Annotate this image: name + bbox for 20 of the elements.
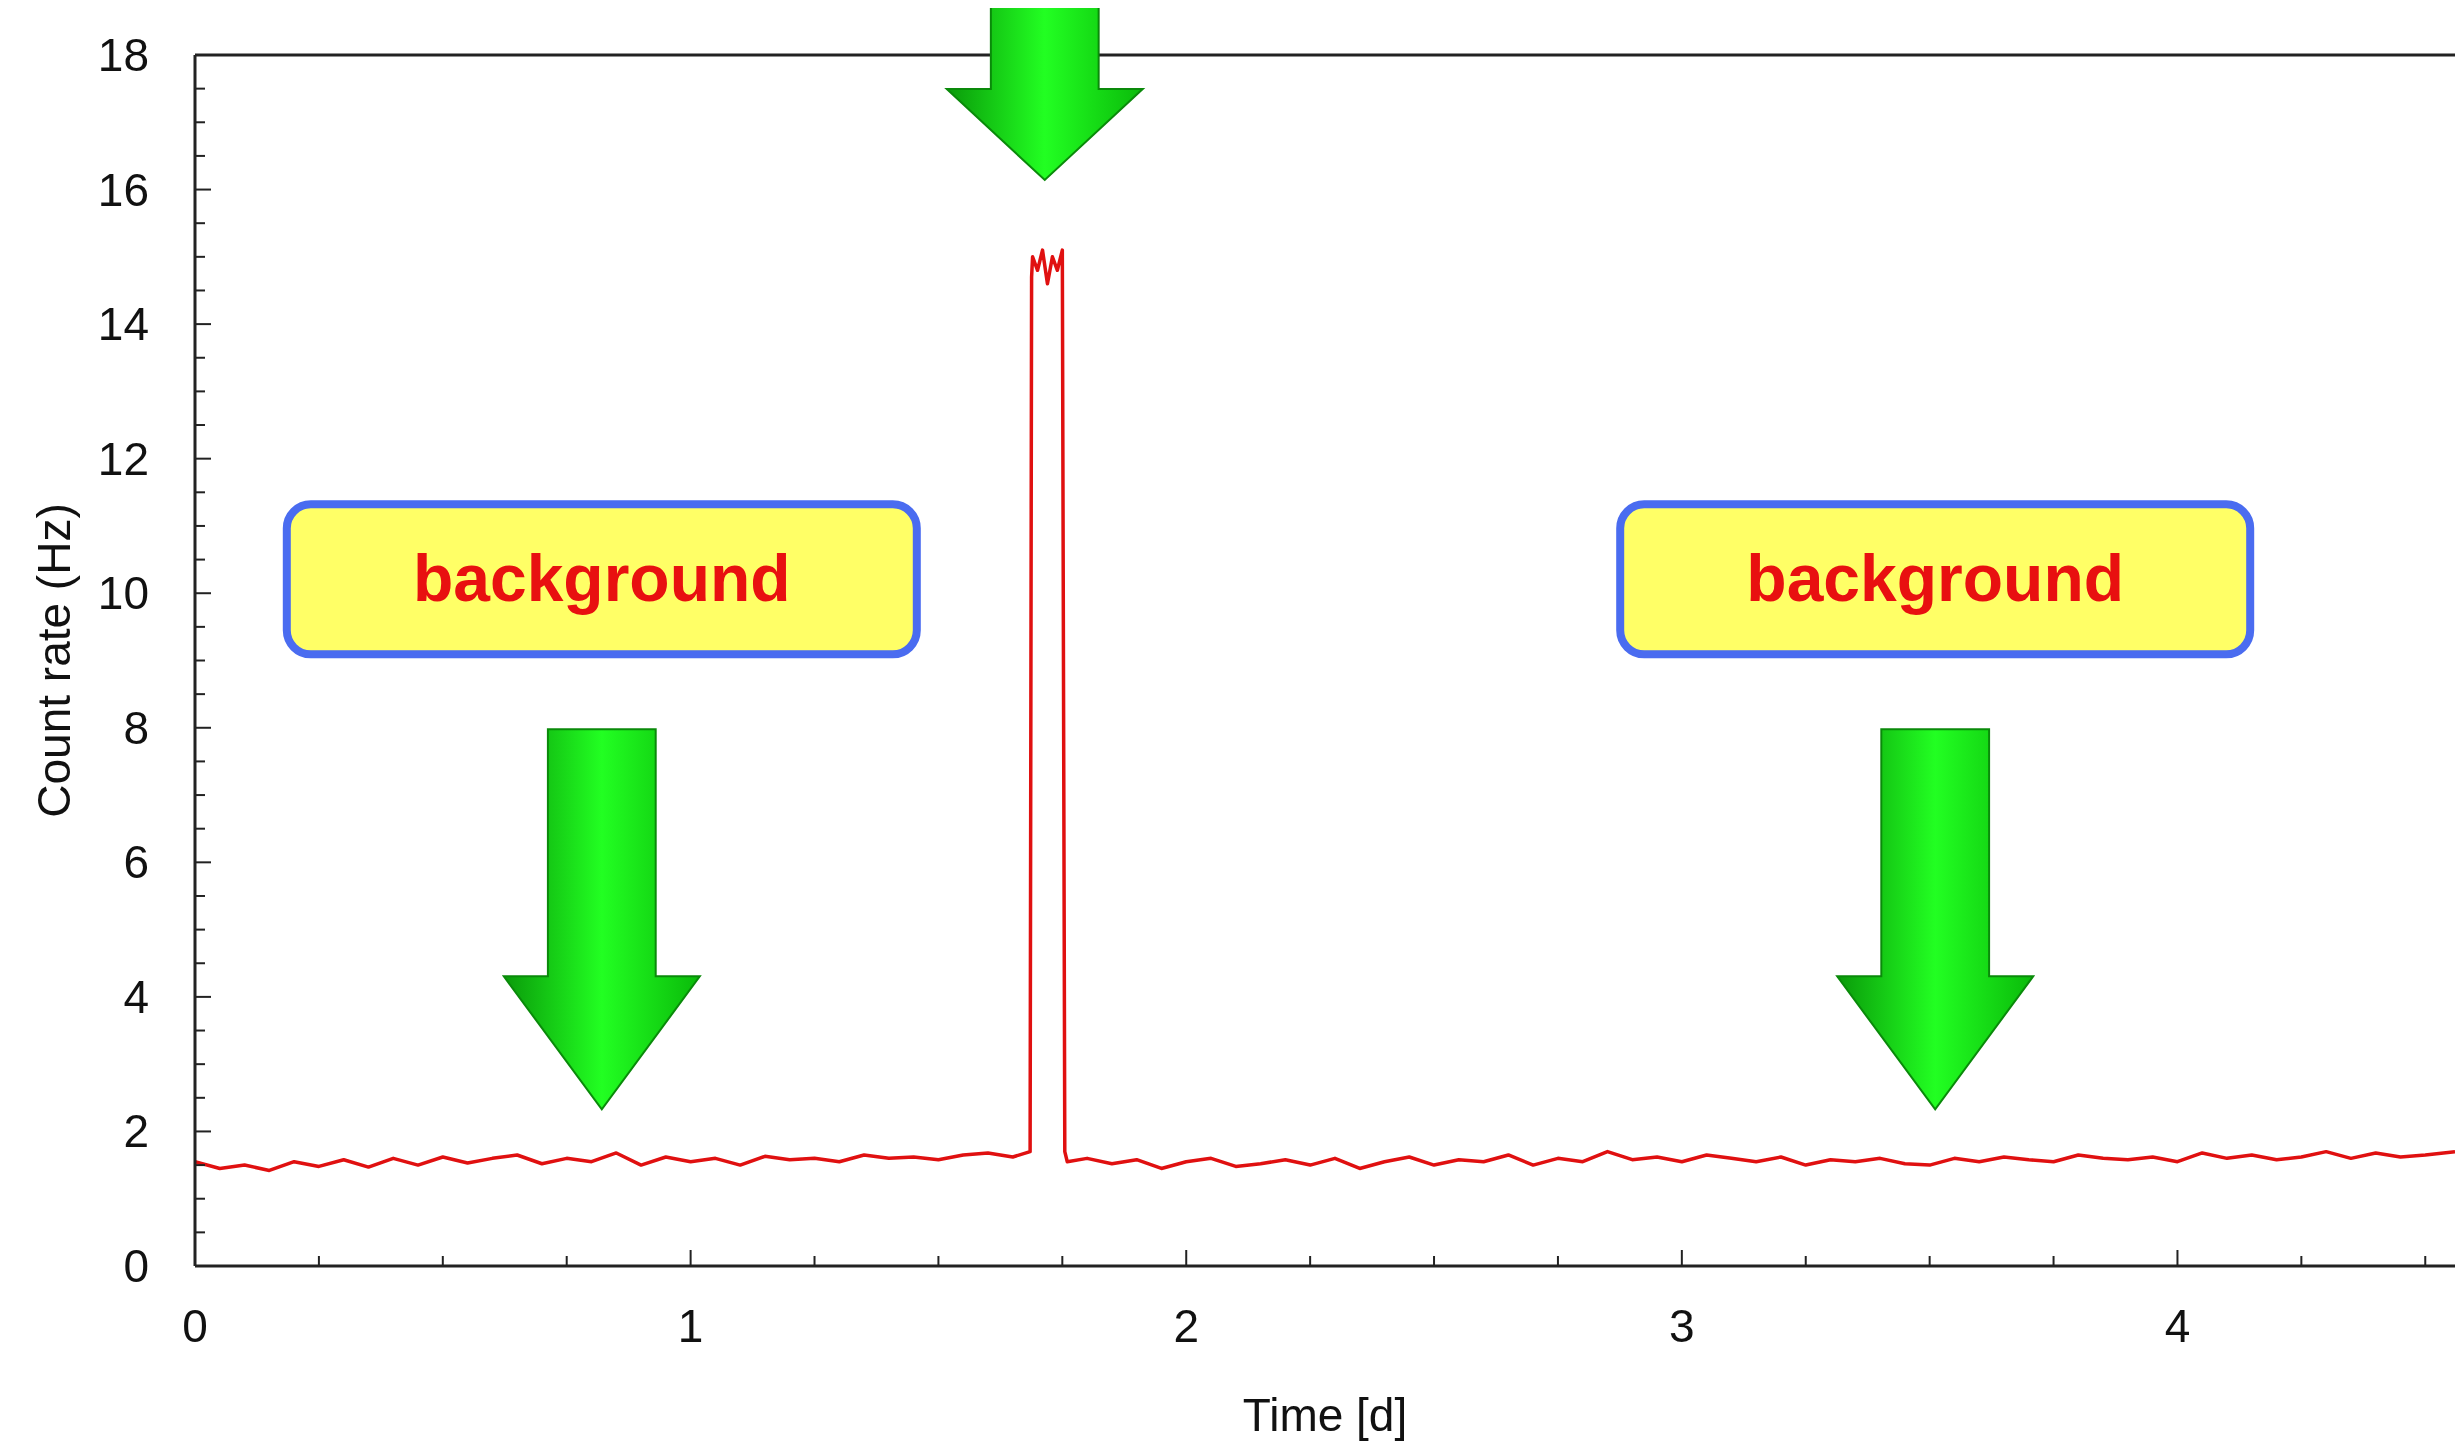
- y-tick-label: 14: [97, 298, 149, 351]
- x-tick-label: 4: [2164, 1300, 2191, 1352]
- y-tick-label: 6: [123, 836, 149, 889]
- y-tick-label: 2: [123, 1105, 149, 1158]
- x-tick-label: 3: [1669, 1300, 1695, 1352]
- y-axis-title: Count rate (Hz): [28, 503, 80, 818]
- x-tick-label: 1: [677, 1300, 704, 1352]
- x-tick-label: 0: [182, 1300, 208, 1352]
- y-tick-label: 10: [97, 567, 149, 620]
- x-tick-label: 2: [1173, 1300, 1200, 1352]
- line-series: [195, 248, 2455, 1173]
- y-tick-label: 12: [97, 432, 149, 485]
- y-tick-label: 0: [123, 1240, 149, 1292]
- y-tick-label: 8: [123, 701, 149, 754]
- annotation: background: [412, 541, 791, 616]
- annotation: background: [1746, 541, 2125, 616]
- y-tick-label: 4: [123, 970, 149, 1023]
- y-tick-label: 18: [97, 29, 149, 81]
- y-tick-label: 16: [97, 163, 149, 216]
- x-axis-title: Time [d]: [1242, 1389, 1408, 1441]
